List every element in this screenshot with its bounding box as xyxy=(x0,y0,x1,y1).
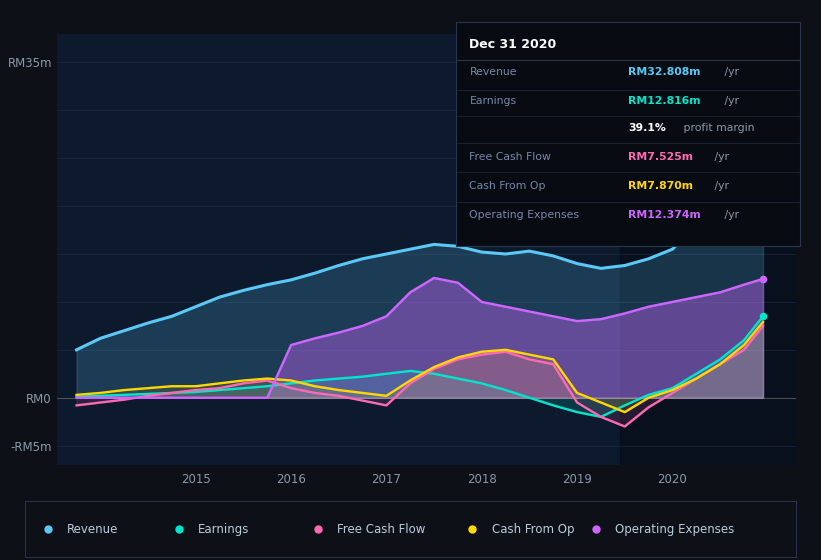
Text: Revenue: Revenue xyxy=(67,522,118,536)
Text: Free Cash Flow: Free Cash Flow xyxy=(337,522,425,536)
Text: Earnings: Earnings xyxy=(470,96,516,106)
Text: Dec 31 2020: Dec 31 2020 xyxy=(470,38,557,51)
Text: /yr: /yr xyxy=(721,67,739,77)
Text: /yr: /yr xyxy=(721,210,739,220)
Text: 39.1%: 39.1% xyxy=(628,123,666,133)
Text: Operating Expenses: Operating Expenses xyxy=(470,210,580,220)
Text: RM7.870m: RM7.870m xyxy=(628,181,693,191)
Text: RM12.374m: RM12.374m xyxy=(628,210,701,220)
Bar xyxy=(620,34,815,465)
Text: RM7.525m: RM7.525m xyxy=(628,152,693,162)
Text: Cash From Op: Cash From Op xyxy=(470,181,546,191)
Text: profit margin: profit margin xyxy=(680,123,754,133)
Text: Earnings: Earnings xyxy=(199,522,250,536)
Text: Revenue: Revenue xyxy=(470,67,517,77)
Text: Cash From Op: Cash From Op xyxy=(492,522,574,536)
Text: RM12.816m: RM12.816m xyxy=(628,96,700,106)
Text: /yr: /yr xyxy=(721,96,739,106)
Text: Operating Expenses: Operating Expenses xyxy=(615,522,734,536)
Text: RM32.808m: RM32.808m xyxy=(628,67,700,77)
Text: Free Cash Flow: Free Cash Flow xyxy=(470,152,552,162)
Text: /yr: /yr xyxy=(711,152,729,162)
Text: /yr: /yr xyxy=(711,181,729,191)
